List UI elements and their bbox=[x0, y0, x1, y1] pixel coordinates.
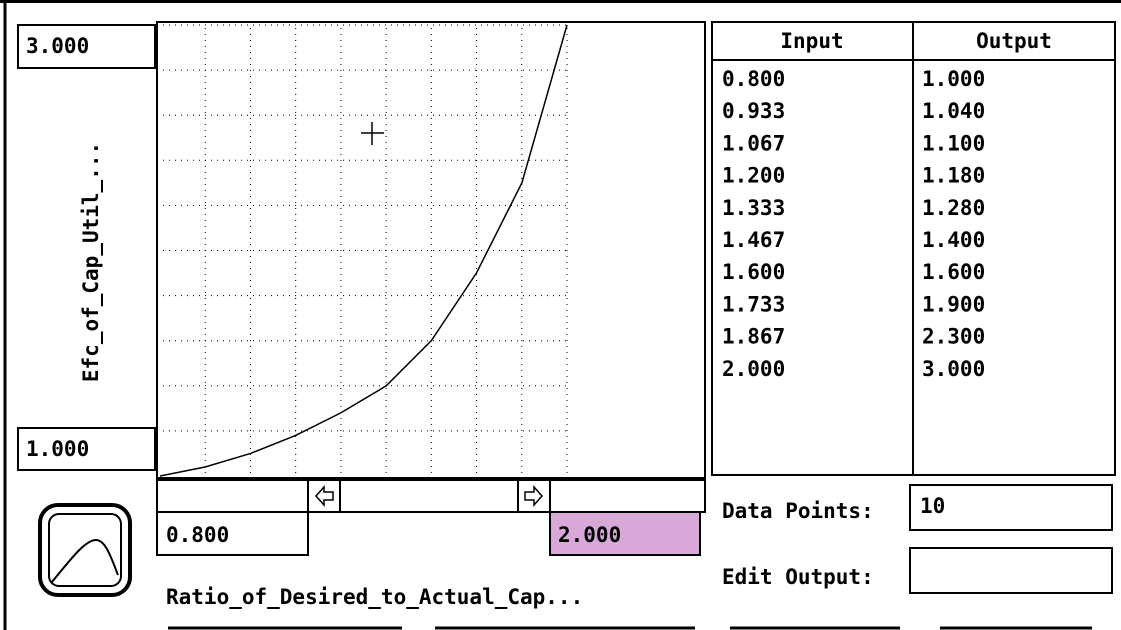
data-points-value: 10 bbox=[920, 494, 945, 518]
x-axis-label: Ratio_of_Desired_to_Actual_Cap... bbox=[166, 585, 583, 609]
plot bbox=[156, 21, 706, 479]
graph-icon-inner bbox=[48, 513, 122, 587]
table-header: Output bbox=[976, 29, 1052, 53]
left-arrow bbox=[314, 485, 334, 507]
curve bbox=[159, 24, 568, 477]
table-cell: 1.100 bbox=[922, 131, 985, 155]
edit-output-label: Edit Output: bbox=[722, 565, 874, 589]
table-cell: 1.400 bbox=[922, 228, 985, 252]
table-cell: 1.280 bbox=[922, 196, 985, 220]
table-cell: 1.333 bbox=[722, 196, 785, 220]
cursor bbox=[361, 122, 384, 145]
table-cell: 0.933 bbox=[722, 99, 785, 123]
table-cell: 1.867 bbox=[722, 325, 785, 349]
table-cell: 3.000 bbox=[922, 357, 985, 381]
table-cell: 1.733 bbox=[722, 292, 785, 316]
x-min: 0.800 bbox=[166, 523, 229, 547]
table-cell: 1.067 bbox=[722, 131, 785, 155]
edit-output-box[interactable] bbox=[909, 547, 1113, 594]
table-cell: 1.600 bbox=[922, 260, 985, 284]
table-cell: 1.040 bbox=[922, 99, 985, 123]
y-min: 1.000 bbox=[26, 437, 89, 461]
table-header: Input bbox=[780, 29, 843, 53]
x-max-box[interactable] bbox=[549, 511, 701, 556]
table-cell: 1.900 bbox=[922, 292, 985, 316]
table-cell: 1.467 bbox=[722, 228, 785, 252]
y-min-box[interactable] bbox=[17, 427, 156, 471]
table-rows: 0.800 1.000 0.933 1.040 1.067 1.100 1.200 1.180… bbox=[722, 67, 985, 381]
table-cell: 1.600 bbox=[722, 260, 785, 284]
scrollbar[interactable] bbox=[156, 479, 706, 513]
table-cell: 2.000 bbox=[722, 357, 785, 381]
y-max: 3.000 bbox=[26, 34, 89, 58]
table-cell: 1.200 bbox=[722, 164, 785, 188]
table-cell: 1.000 bbox=[922, 67, 985, 91]
table-cell: 1.180 bbox=[922, 164, 985, 188]
y-axis-label: Efc_of_Cap_Util_... bbox=[79, 142, 103, 382]
x-max: 2.000 bbox=[558, 523, 621, 547]
y-max-box[interactable] bbox=[17, 24, 156, 69]
x-min-box[interactable] bbox=[156, 511, 309, 556]
graph-icon-curve bbox=[51, 538, 119, 583]
table-cell: 0.800 bbox=[722, 67, 785, 91]
right-arrow bbox=[524, 485, 544, 507]
table-cell: 2.300 bbox=[922, 325, 985, 349]
data-points-box[interactable] bbox=[909, 484, 1113, 531]
data-points-label: Data Points: bbox=[722, 499, 874, 523]
scroll-left[interactable] bbox=[307, 479, 341, 513]
